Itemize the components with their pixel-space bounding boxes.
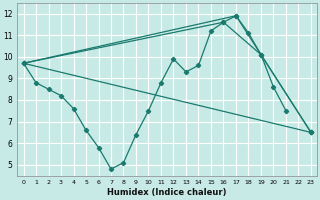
X-axis label: Humidex (Indice chaleur): Humidex (Indice chaleur): [108, 188, 227, 197]
